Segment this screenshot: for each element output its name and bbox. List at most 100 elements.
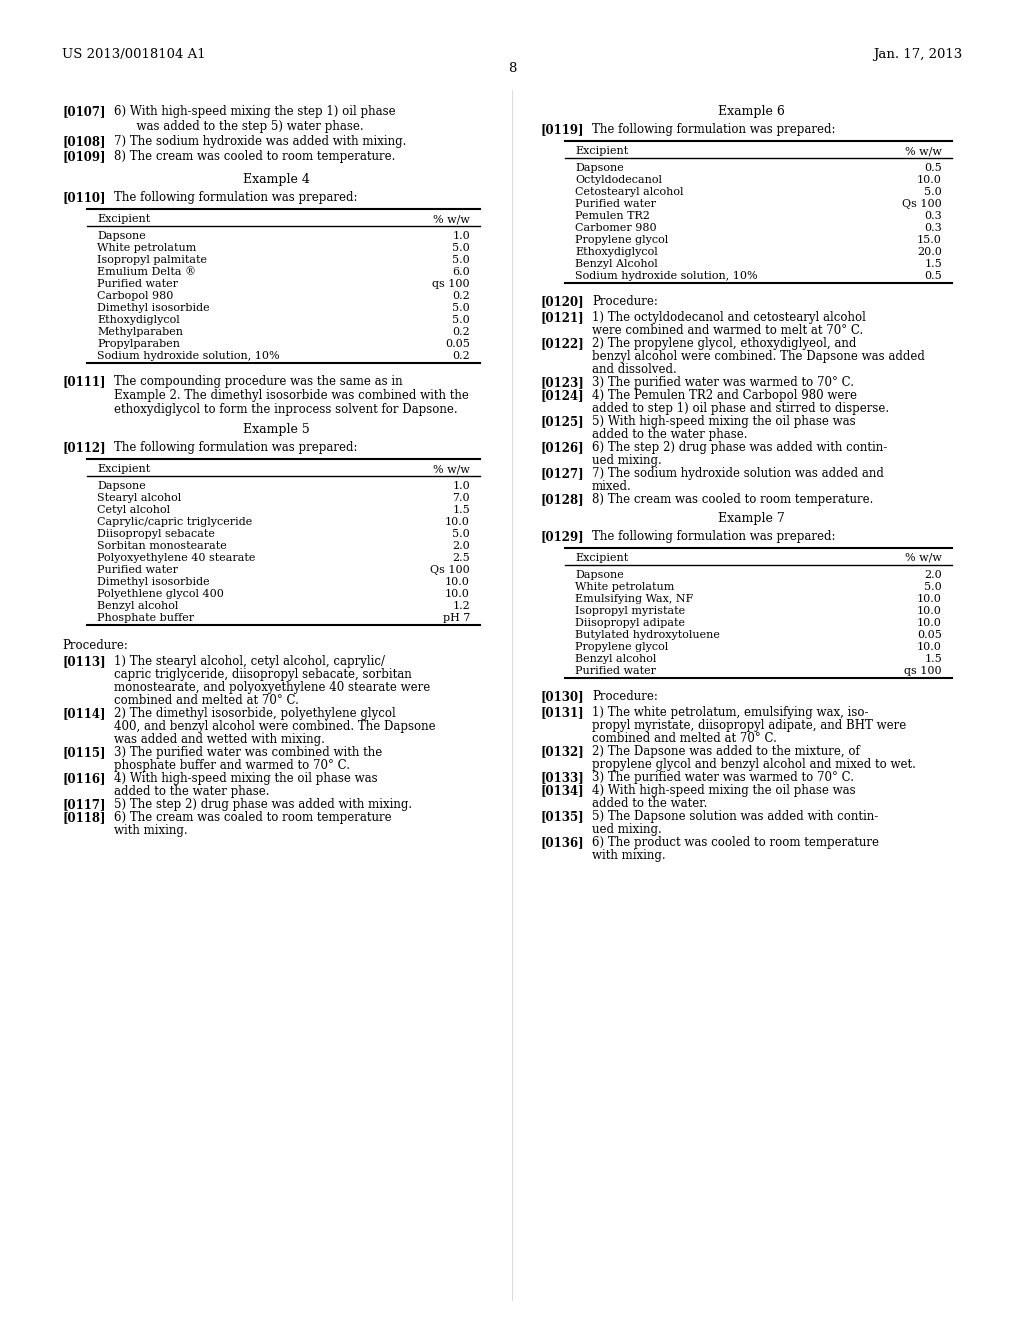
- Text: 1) The white petrolatum, emulsifying wax, iso-: 1) The white petrolatum, emulsifying wax…: [592, 706, 868, 719]
- Text: [0112]: [0112]: [62, 441, 105, 454]
- Text: Isopropyl palmitate: Isopropyl palmitate: [97, 255, 207, 265]
- Text: 3) The purified water was warmed to 70° C.: 3) The purified water was warmed to 70° …: [592, 771, 854, 784]
- Text: Caprylic/capric triglyceride: Caprylic/capric triglyceride: [97, 517, 252, 527]
- Text: Excipient: Excipient: [575, 553, 629, 564]
- Text: Benzyl alcohol: Benzyl alcohol: [97, 601, 178, 611]
- Text: 10.0: 10.0: [445, 517, 470, 527]
- Text: Dimethyl isosorbide: Dimethyl isosorbide: [97, 577, 210, 587]
- Text: Diisopropyl adipate: Diisopropyl adipate: [575, 618, 685, 628]
- Text: Propylene glycol: Propylene glycol: [575, 642, 669, 652]
- Text: Octyldodecanol: Octyldodecanol: [575, 176, 662, 185]
- Text: with mixing.: with mixing.: [114, 824, 187, 837]
- Text: [0136]: [0136]: [540, 836, 584, 849]
- Text: Benzyl alcohol: Benzyl alcohol: [575, 653, 656, 664]
- Text: Cetyl alcohol: Cetyl alcohol: [97, 506, 170, 515]
- Text: 10.0: 10.0: [445, 577, 470, 587]
- Text: Polyethlene glycol 400: Polyethlene glycol 400: [97, 589, 224, 599]
- Text: ued mixing.: ued mixing.: [592, 822, 662, 836]
- Text: 1.5: 1.5: [925, 653, 942, 664]
- Text: Procedure:: Procedure:: [592, 690, 657, 704]
- Text: The following formulation was prepared:: The following formulation was prepared:: [114, 441, 357, 454]
- Text: added to step 1) oil phase and stirred to disperse.: added to step 1) oil phase and stirred t…: [592, 403, 889, 414]
- Text: Jan. 17, 2013: Jan. 17, 2013: [872, 48, 962, 61]
- Text: Purified water: Purified water: [97, 279, 178, 289]
- Text: 5.0: 5.0: [453, 315, 470, 325]
- Text: 10.0: 10.0: [918, 618, 942, 628]
- Text: Emulium Delta ®: Emulium Delta ®: [97, 267, 196, 277]
- Text: [0110]: [0110]: [62, 191, 105, 205]
- Text: 7.0: 7.0: [453, 492, 470, 503]
- Text: Dapsone: Dapsone: [97, 231, 145, 242]
- Text: ethoxydiglycol to form the inprocess solvent for Dapsone.: ethoxydiglycol to form the inprocess sol…: [114, 403, 458, 416]
- Text: 4) With high-speed mixing the oil phase was: 4) With high-speed mixing the oil phase …: [592, 784, 856, 797]
- Text: Procedure:: Procedure:: [592, 294, 657, 308]
- Text: Stearyl alcohol: Stearyl alcohol: [97, 492, 181, 503]
- Text: [0131]: [0131]: [540, 706, 584, 719]
- Text: [0109]: [0109]: [62, 150, 105, 162]
- Text: 6) The product was cooled to room temperature: 6) The product was cooled to room temper…: [592, 836, 879, 849]
- Text: Propylene glycol: Propylene glycol: [575, 235, 669, 246]
- Text: White petrolatum: White petrolatum: [575, 582, 675, 591]
- Text: Cetostearyl alcohol: Cetostearyl alcohol: [575, 187, 683, 197]
- Text: and dissolved.: and dissolved.: [592, 363, 677, 376]
- Text: [0121]: [0121]: [540, 312, 584, 323]
- Text: propyl myristate, diisopropyl adipate, and BHT were: propyl myristate, diisopropyl adipate, a…: [592, 719, 906, 733]
- Text: mixed.: mixed.: [592, 480, 632, 492]
- Text: pH 7: pH 7: [442, 612, 470, 623]
- Text: [0107]: [0107]: [62, 106, 105, 117]
- Text: Phosphate buffer: Phosphate buffer: [97, 612, 195, 623]
- Text: Carbomer 980: Carbomer 980: [575, 223, 656, 234]
- Text: [0108]: [0108]: [62, 135, 105, 148]
- Text: [0118]: [0118]: [62, 810, 105, 824]
- Text: [0132]: [0132]: [540, 744, 584, 758]
- Text: 1.5: 1.5: [925, 259, 942, 269]
- Text: 1) The stearyl alcohol, cetyl alcohol, caprylic/: 1) The stearyl alcohol, cetyl alcohol, c…: [114, 655, 385, 668]
- Text: 5.0: 5.0: [453, 255, 470, 265]
- Text: 6) The step 2) drug phase was added with contin-: 6) The step 2) drug phase was added with…: [592, 441, 887, 454]
- Text: 10.0: 10.0: [918, 642, 942, 652]
- Text: Qs 100: Qs 100: [430, 565, 470, 576]
- Text: Diisopropyl sebacate: Diisopropyl sebacate: [97, 529, 215, 539]
- Text: 0.2: 0.2: [453, 327, 470, 337]
- Text: 1.0: 1.0: [453, 231, 470, 242]
- Text: [0124]: [0124]: [540, 389, 584, 403]
- Text: Emulsifying Wax, NF: Emulsifying Wax, NF: [575, 594, 693, 605]
- Text: Methylparaben: Methylparaben: [97, 327, 183, 337]
- Text: Isopropyl myristate: Isopropyl myristate: [575, 606, 685, 616]
- Text: Dapsone: Dapsone: [575, 570, 624, 579]
- Text: % w/w: % w/w: [433, 214, 470, 224]
- Text: 1.2: 1.2: [453, 601, 470, 611]
- Text: 1) The octyldodecanol and cetostearyl alcohol: 1) The octyldodecanol and cetostearyl al…: [592, 312, 866, 323]
- Text: [0134]: [0134]: [540, 784, 584, 797]
- Text: Example 7: Example 7: [718, 512, 784, 525]
- Text: 0.5: 0.5: [925, 162, 942, 173]
- Text: [0126]: [0126]: [540, 441, 584, 454]
- Text: 7) The sodium hydroxide solution was added and: 7) The sodium hydroxide solution was add…: [592, 467, 884, 480]
- Text: 10.0: 10.0: [445, 589, 470, 599]
- Text: Dimethyl isosorbide: Dimethyl isosorbide: [97, 304, 210, 313]
- Text: combined and melted at 70° C.: combined and melted at 70° C.: [592, 733, 777, 744]
- Text: [0125]: [0125]: [540, 414, 584, 428]
- Text: 10.0: 10.0: [918, 606, 942, 616]
- Text: Example 5: Example 5: [243, 422, 309, 436]
- Text: 0.3: 0.3: [925, 211, 942, 220]
- Text: 2) The Dapsone was added to the mixture, of: 2) The Dapsone was added to the mixture,…: [592, 744, 860, 758]
- Text: [0114]: [0114]: [62, 708, 105, 719]
- Text: % w/w: % w/w: [905, 147, 942, 156]
- Text: 5.0: 5.0: [925, 187, 942, 197]
- Text: 400, and benzyl alcohol were combined. The Dapsone: 400, and benzyl alcohol were combined. T…: [114, 719, 435, 733]
- Text: Purified water: Purified water: [575, 667, 656, 676]
- Text: Example 6: Example 6: [718, 106, 784, 117]
- Text: benzyl alcohol were combined. The Dapsone was added: benzyl alcohol were combined. The Dapson…: [592, 350, 925, 363]
- Text: Sodium hydroxide solution, 10%: Sodium hydroxide solution, 10%: [575, 271, 758, 281]
- Text: Example 4: Example 4: [243, 173, 309, 186]
- Text: 5.0: 5.0: [453, 529, 470, 539]
- Text: 2.0: 2.0: [453, 541, 470, 550]
- Text: 0.5: 0.5: [925, 271, 942, 281]
- Text: 6.0: 6.0: [453, 267, 470, 277]
- Text: White petrolatum: White petrolatum: [97, 243, 197, 253]
- Text: was added to the step 5) water phase.: was added to the step 5) water phase.: [114, 120, 364, 133]
- Text: Ethoxydiglycol: Ethoxydiglycol: [575, 247, 657, 257]
- Text: Qs 100: Qs 100: [902, 199, 942, 209]
- Text: 8) The cream was cooled to room temperature.: 8) The cream was cooled to room temperat…: [592, 492, 873, 506]
